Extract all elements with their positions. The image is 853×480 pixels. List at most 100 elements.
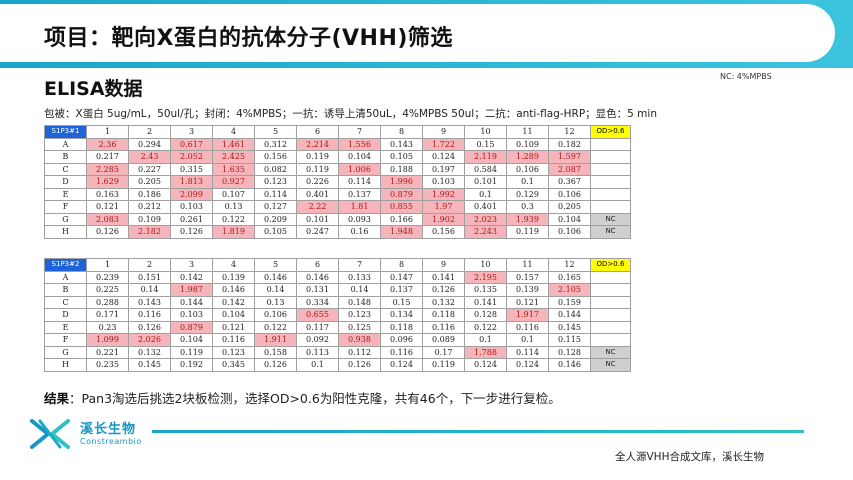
- table-row: E 0.163 0.186 2.099 0.107 0.114 0.401 0.137 0.87…: [44, 187, 631, 201]
- od-value-cell: 0.23: [86, 320, 129, 334]
- od-value-cell: 1.902: [422, 212, 465, 226]
- plate-header-row: S1P3#1 1 2 3 4 5 6 7 8 9 10 11 12 OD>0.6: [44, 125, 631, 139]
- od-value-cell: 0.106: [254, 308, 297, 322]
- column-header: 8: [380, 258, 423, 272]
- od-value-cell: 0.117: [296, 320, 339, 334]
- row-label: B: [44, 150, 87, 164]
- column-header: 3: [170, 258, 213, 272]
- od-value-cell: 2.119: [464, 150, 507, 164]
- od-value-cell: 0.133: [338, 270, 381, 284]
- od-value-cell: 0.312: [254, 137, 297, 151]
- empty-cell: [590, 175, 631, 189]
- section-title: ELISA数据: [44, 78, 143, 100]
- od-value-cell: 0.225: [86, 283, 129, 297]
- od-value-cell: 0.135: [464, 283, 507, 297]
- od-value-cell: 0.126: [170, 225, 213, 239]
- od-value-cell: 0.105: [254, 225, 297, 239]
- od-value-cell: 0.14: [128, 283, 171, 297]
- od-value-cell: 0.089: [422, 333, 465, 347]
- od-value-cell: 1.289: [506, 150, 549, 164]
- od-value-cell: 1.996: [380, 175, 423, 189]
- od-value-cell: 0.157: [506, 270, 549, 284]
- table-row: H 0.235 0.145 0.192 0.345 0.126 0.1 0.126 0.124 0…: [44, 358, 631, 372]
- od-value-cell: 1.556: [338, 137, 381, 151]
- plate-label: S1P3#2: [44, 258, 87, 272]
- od-value-cell: 0.401: [464, 200, 507, 214]
- od-value-cell: 0.14: [254, 283, 297, 297]
- od-value-cell: 0.121: [86, 200, 129, 214]
- empty-cell: [590, 308, 631, 322]
- table-row: H 0.126 2.182 0.126 1.819 0.105 0.247 0.16 1.948…: [44, 225, 631, 239]
- table-row: A 0.239 0.151 0.142 0.139 0.146 0.146 0.133 0.14…: [44, 270, 631, 284]
- plate-1-table: S1P3#1 1 2 3 4 5 6 7 8 9 10 11 12 OD>0.6 A 2.36 0.294 0.6…: [44, 125, 631, 239]
- od-value-cell: 0.146: [548, 358, 591, 372]
- od-value-cell: 0.119: [422, 358, 465, 372]
- od-value-cell: 0.205: [128, 175, 171, 189]
- od-value-cell: 0.227: [128, 162, 171, 176]
- od-value-cell: 0.134: [380, 308, 423, 322]
- column-header: 3: [170, 125, 213, 139]
- od-value-cell: 0.116: [506, 320, 549, 334]
- od-value-cell: 0.128: [548, 345, 591, 359]
- od-value-cell: 0.1: [464, 187, 507, 201]
- od-value-cell: 2.026: [128, 333, 171, 347]
- od-value-cell: 0.116: [422, 320, 465, 334]
- od-value-cell: 0.209: [254, 212, 297, 226]
- od-value-cell: 0.15: [464, 137, 507, 151]
- table-row: F 0.121 0.212 0.103 0.13 0.127 2.22 1.81 0.855 1.…: [44, 200, 631, 214]
- od-value-cell: 0.106: [548, 225, 591, 239]
- table-row: D 1.629 0.205 1.813 0.927 0.123 0.226 0.114 1.99…: [44, 175, 631, 189]
- page-title: 项目：靶向X蛋白的抗体分子(VHH)筛选: [44, 26, 453, 51]
- od-value-cell: 0.082: [254, 162, 297, 176]
- od-value-cell: 0.126: [338, 358, 381, 372]
- od-value-cell: 2.214: [296, 137, 339, 151]
- od-value-cell: 1.97: [422, 200, 465, 214]
- od-value-cell: 0.104: [548, 212, 591, 226]
- nc-cell: NC: [590, 212, 631, 226]
- od-value-cell: 0.3: [506, 200, 549, 214]
- od-value-cell: 1.917: [506, 308, 549, 322]
- od-value-cell: 0.104: [170, 333, 213, 347]
- result-text: 结果：Pan3淘选后挑选2块板检测，选择OD>0.6为阳性克隆，共有46个，下一…: [44, 388, 561, 407]
- od-value-cell: 2.087: [548, 162, 591, 176]
- od-value-cell: 0.146: [212, 283, 255, 297]
- od-value-cell: 0.617: [170, 137, 213, 151]
- od-value-cell: 0.143: [128, 295, 171, 309]
- column-header: 12: [548, 258, 591, 272]
- od-value-cell: 0.13: [254, 295, 297, 309]
- column-header: 2: [128, 125, 171, 139]
- od-value-cell: 0.147: [380, 270, 423, 284]
- table-row: G 0.221 0.132 0.119 0.123 0.158 0.113 0.112 0.11…: [44, 345, 631, 359]
- od-value-cell: 0.137: [338, 187, 381, 201]
- table-row: B 0.217 2.43 2.052 2.425 0.156 0.119 0.104 0.105…: [44, 150, 631, 164]
- od-value-cell: 0.139: [212, 270, 255, 284]
- empty-cell: [590, 200, 631, 214]
- column-header: 5: [254, 125, 297, 139]
- od-value-cell: 0.139: [506, 283, 549, 297]
- threshold-label: OD>0.6: [590, 125, 631, 139]
- od-value-cell: 0.127: [254, 200, 297, 214]
- od-value-cell: 0.188: [380, 162, 423, 176]
- od-value-cell: 1.911: [254, 333, 297, 347]
- row-label: C: [44, 295, 87, 309]
- od-value-cell: 0.118: [380, 320, 423, 334]
- od-value-cell: 2.43: [128, 150, 171, 164]
- od-value-cell: 1.635: [212, 162, 255, 176]
- od-value-cell: 0.123: [212, 345, 255, 359]
- od-value-cell: 0.126: [422, 283, 465, 297]
- column-header: 7: [338, 258, 381, 272]
- od-value-cell: 0.122: [464, 320, 507, 334]
- column-header: 10: [464, 125, 507, 139]
- od-value-cell: 0.126: [254, 358, 297, 372]
- od-value-cell: 0.186: [128, 187, 171, 201]
- od-value-cell: 0.261: [170, 212, 213, 226]
- od-value-cell: 0.126: [86, 225, 129, 239]
- od-value-cell: 0.116: [128, 308, 171, 322]
- column-header: 6: [296, 258, 339, 272]
- plate-label: S1P3#1: [44, 125, 87, 139]
- od-value-cell: 0.093: [338, 212, 381, 226]
- od-value-cell: 0.121: [506, 295, 549, 309]
- table-row: B 0.225 0.14 1.987 0.146 0.14 0.131 0.14 0.137 0.…: [44, 283, 631, 297]
- od-value-cell: 0.129: [506, 187, 549, 201]
- od-value-cell: 0.126: [128, 320, 171, 334]
